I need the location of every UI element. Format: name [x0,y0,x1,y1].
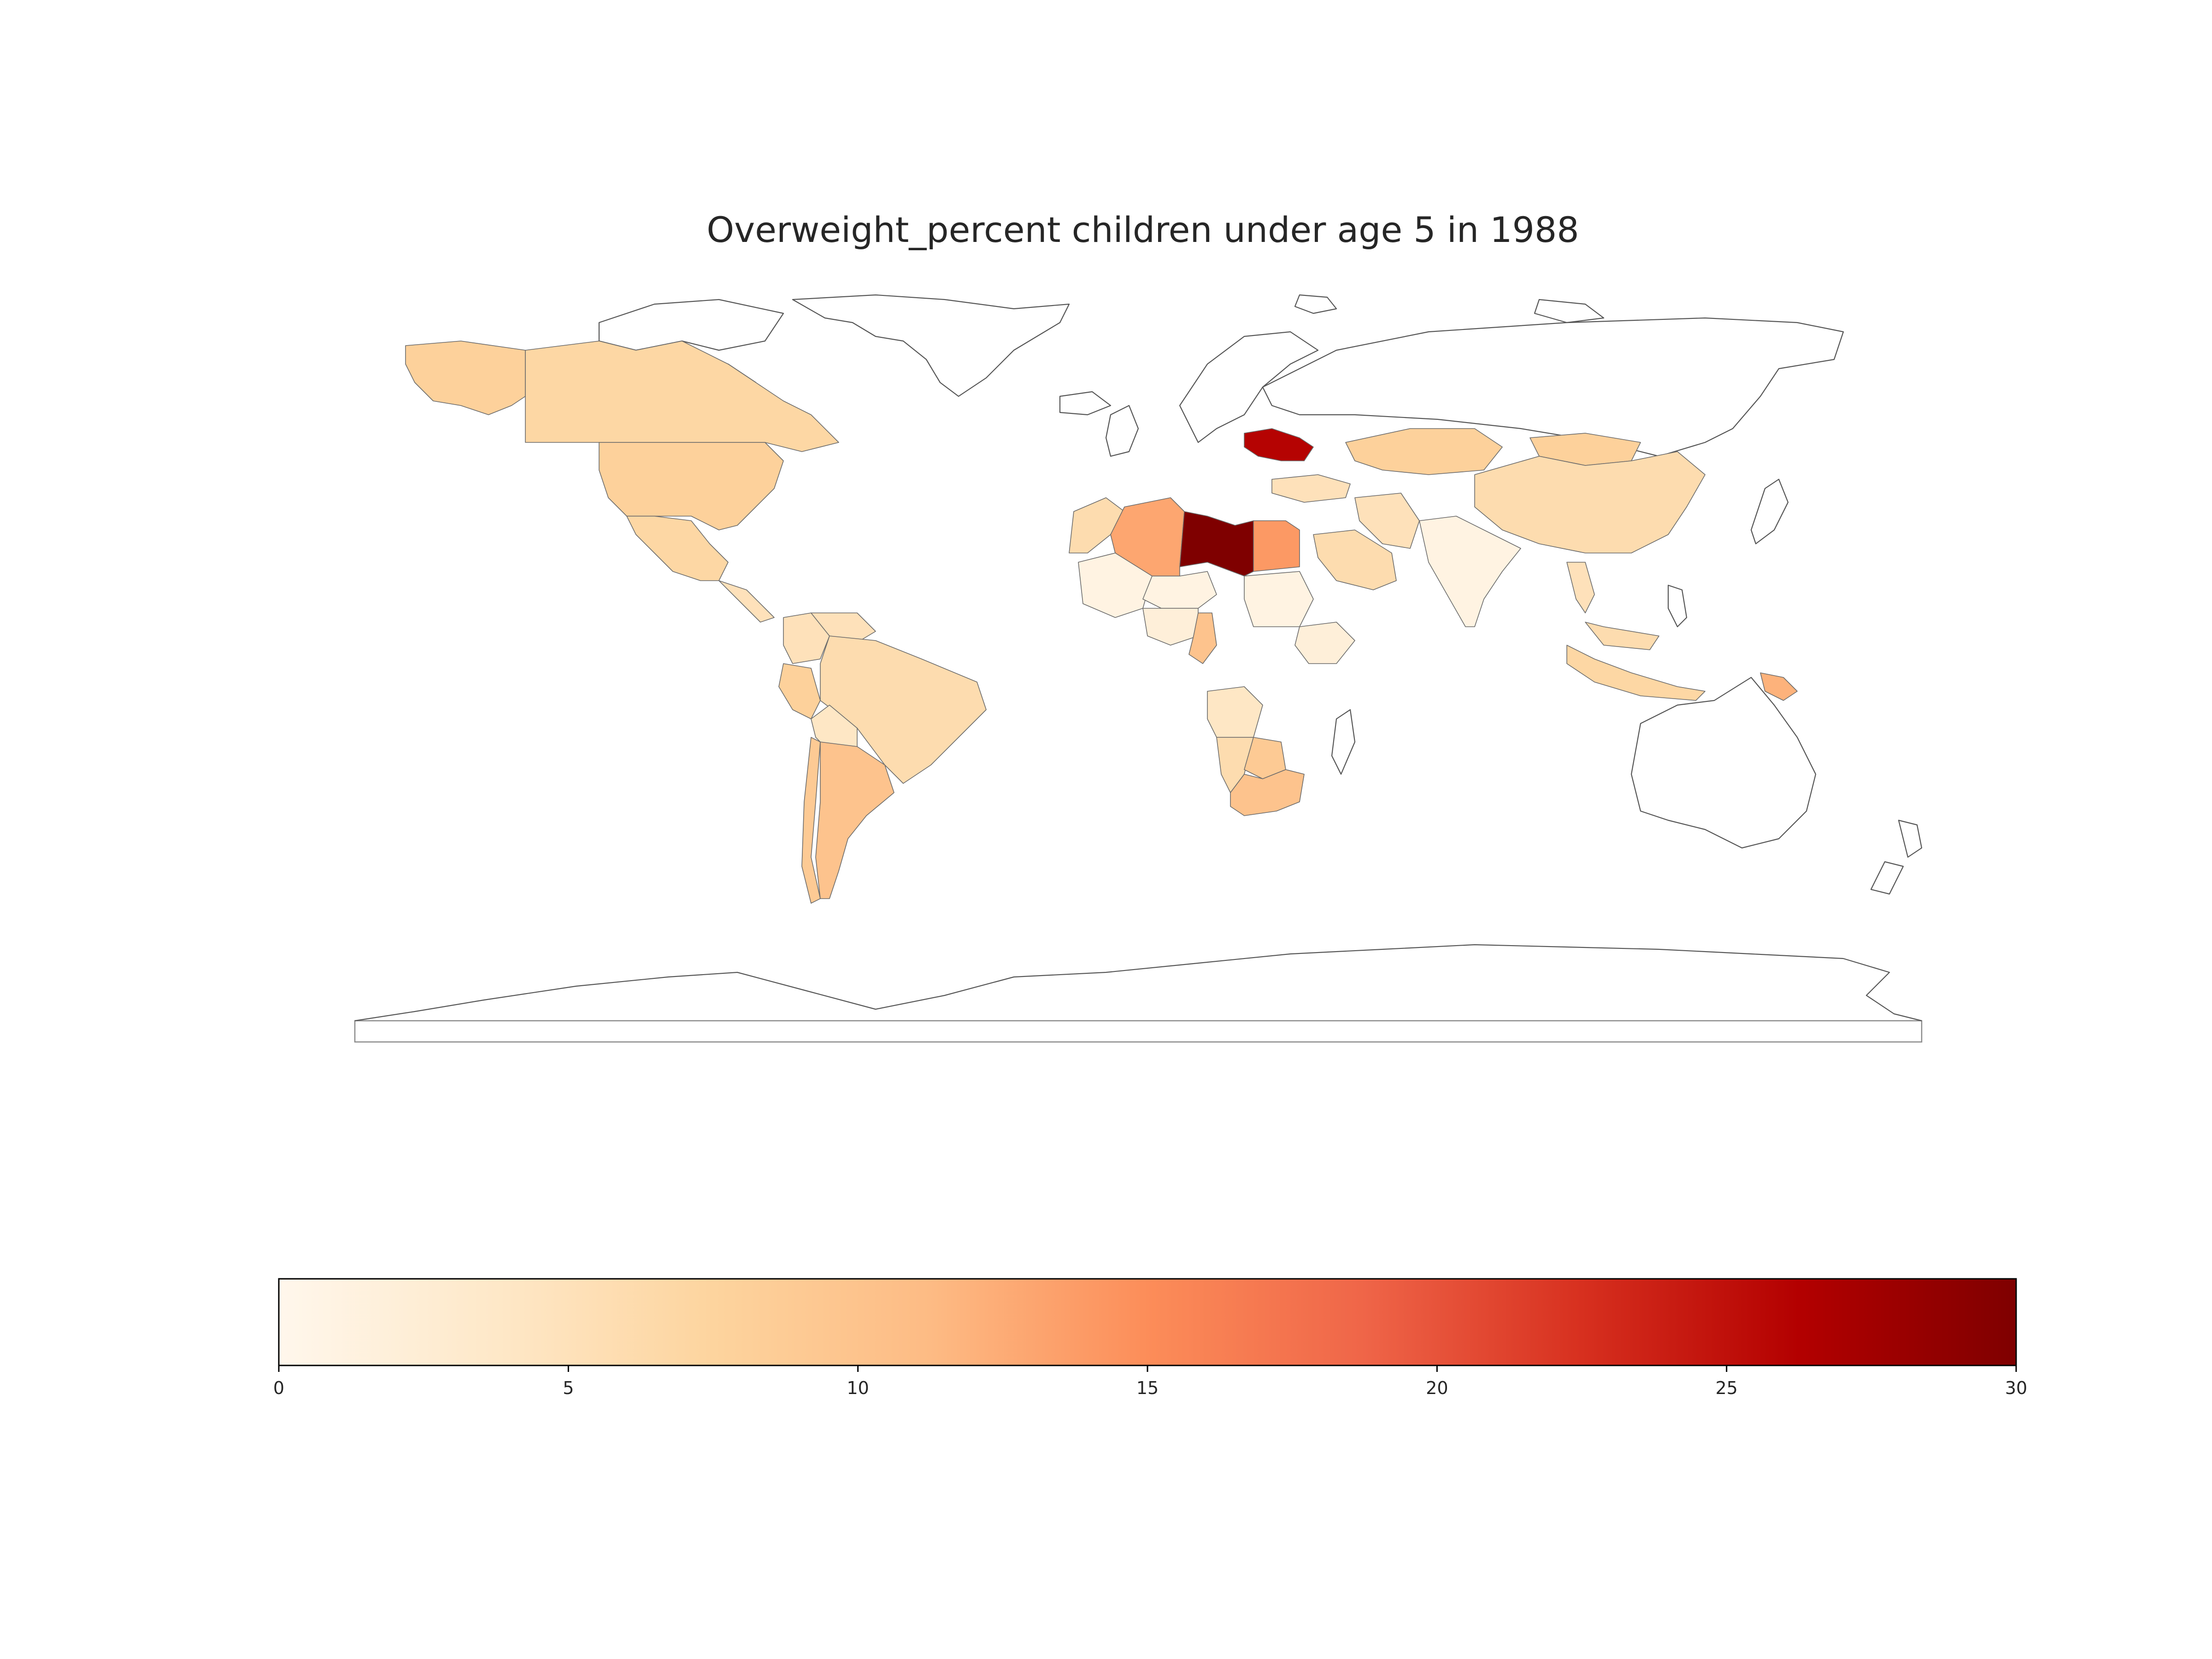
colorbar-tick-label: 20 [1426,1378,1448,1398]
uk-outline [1105,405,1139,457]
region-venezuela [811,612,876,646]
region-kazakhstan [1345,428,1503,475]
region-chile [801,737,821,904]
region-papua-new-guinea [1760,672,1798,701]
iceland-outline [1059,391,1112,416]
world-map [354,294,1923,1043]
colorbar-tick-label: 5 [563,1378,574,1398]
region-angola [1207,686,1263,738]
greenland-outline [792,294,1070,397]
region-saudi-arabia [1313,529,1397,590]
region-central-america [718,580,775,623]
region-brazil [820,635,987,784]
region-china [1474,451,1706,553]
region-turkey [1271,474,1351,503]
philippines-outline [1667,584,1688,628]
region-peru [778,663,821,719]
region-malaysia [1585,622,1659,650]
chart-title: Overweight_percent children under age 5 … [706,209,1579,250]
region-usa [599,442,784,530]
colorbar-tick-label: 30 [2005,1378,2027,1398]
australia-outline [1630,677,1817,849]
colorbar-tick-label: 25 [1715,1378,1737,1398]
region-india [1419,516,1521,627]
madagascar-outline [1331,709,1356,775]
region-niger [1142,571,1217,609]
colorbar: 0 5 10 15 20 25 30 [273,1278,2027,1398]
region-egypt [1253,520,1300,572]
new-zealand-outline [1870,819,1923,895]
region-nigeria [1142,608,1199,646]
region-argentina [815,741,894,899]
russia-outline [1262,317,1844,457]
colorbar-tick-label: 15 [1136,1378,1159,1398]
antarctica-outline [354,944,1922,1022]
region-sudan [1244,571,1314,627]
svalbard-outline [1294,294,1605,324]
region-libya [1179,511,1254,577]
region-ethiopia [1294,622,1355,664]
japan-outline [1750,478,1789,545]
colorbar-ticks: 0 5 10 15 20 25 30 [273,1365,2027,1398]
region-thailand [1566,562,1595,613]
colorbar-tick-label: 0 [273,1378,284,1398]
region-indonesia [1566,645,1706,701]
colorbar-gradient [278,1278,2017,1366]
region-iran [1354,493,1420,549]
region-ukraine [1244,428,1314,461]
region-canada [525,341,839,452]
choropleth-regions [405,341,1798,904]
scandinavia-outline [1179,331,1319,443]
colorbar-tick-label: 10 [847,1378,869,1398]
map-frame [354,1020,1923,1043]
region-south-africa [1230,769,1305,816]
region-cameroon [1188,612,1217,664]
region-alaska [405,341,526,415]
